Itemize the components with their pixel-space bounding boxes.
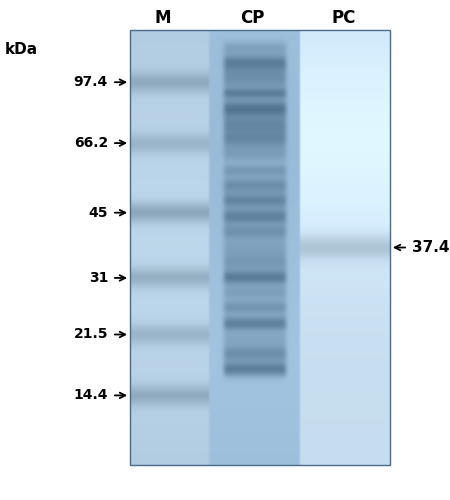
- Bar: [130, 30, 390, 465]
- Text: 21.5: 21.5: [73, 328, 108, 342]
- Text: 37.4: 37.4: [412, 240, 450, 255]
- Text: 66.2: 66.2: [74, 136, 108, 150]
- Text: kDa: kDa: [5, 42, 38, 58]
- Text: 45: 45: [89, 206, 108, 220]
- Text: PC: PC: [332, 9, 356, 27]
- Text: CP: CP: [240, 9, 264, 27]
- Text: 14.4: 14.4: [73, 388, 108, 402]
- Text: M: M: [155, 9, 171, 27]
- Text: 31: 31: [89, 271, 108, 285]
- Text: 97.4: 97.4: [74, 75, 108, 89]
